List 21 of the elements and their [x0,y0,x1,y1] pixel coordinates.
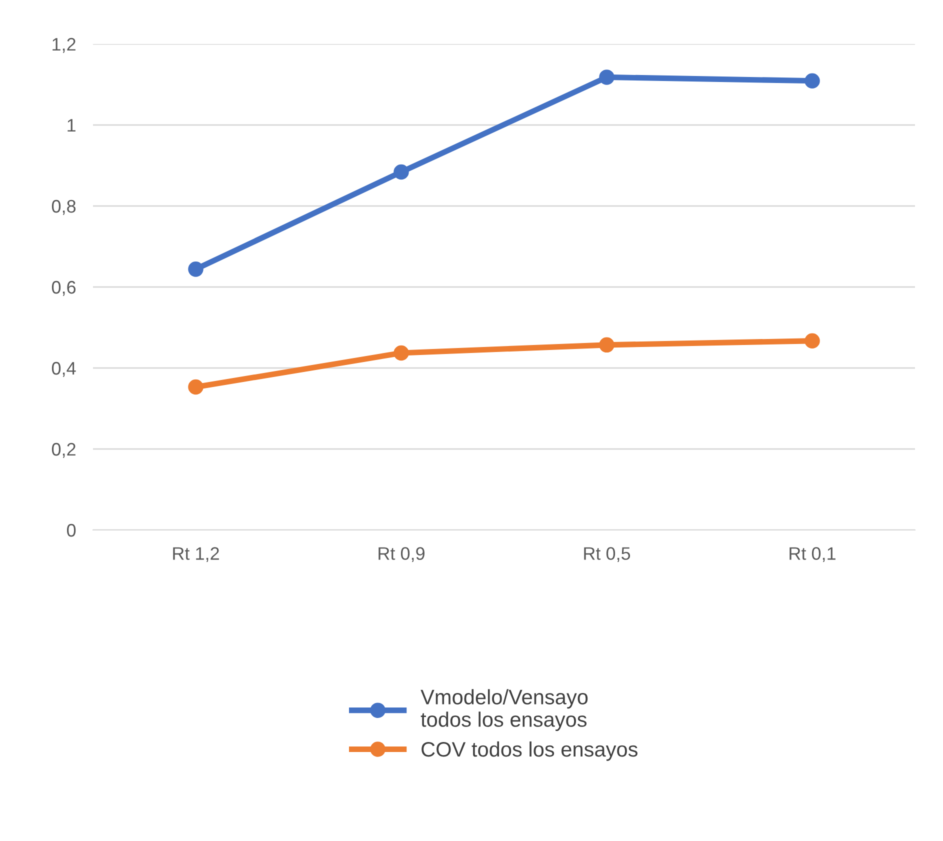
point [394,164,409,180]
point [394,345,409,361]
x-tick-label: Rt 1,2 [173,547,219,562]
y-tick-label: 1 [68,119,76,132]
y-tick-label: 0,6 [52,280,76,296]
x-tick-label: Rt 0,5 [584,547,630,562]
y-tick-label: 0 [67,524,76,537]
y-tick-label: 1,2 [52,38,76,53]
x-tick-label: Rt 0,1 [790,547,836,562]
y-tick-label: 0,8 [52,200,76,215]
y-tick-label: 0,4 [52,362,76,377]
y-tick-label: 0,2 [52,442,76,458]
point [188,379,204,395]
point [599,70,614,85]
x-tick-label: Rt 0,9 [378,547,424,562]
point [804,73,820,88]
point [804,333,820,349]
legend-label: Vmodelo/Vensayo todos los ensayos [420,689,588,732]
point [188,262,204,277]
point [599,337,614,353]
legend-label: COV todos los ensayos [422,741,638,761]
